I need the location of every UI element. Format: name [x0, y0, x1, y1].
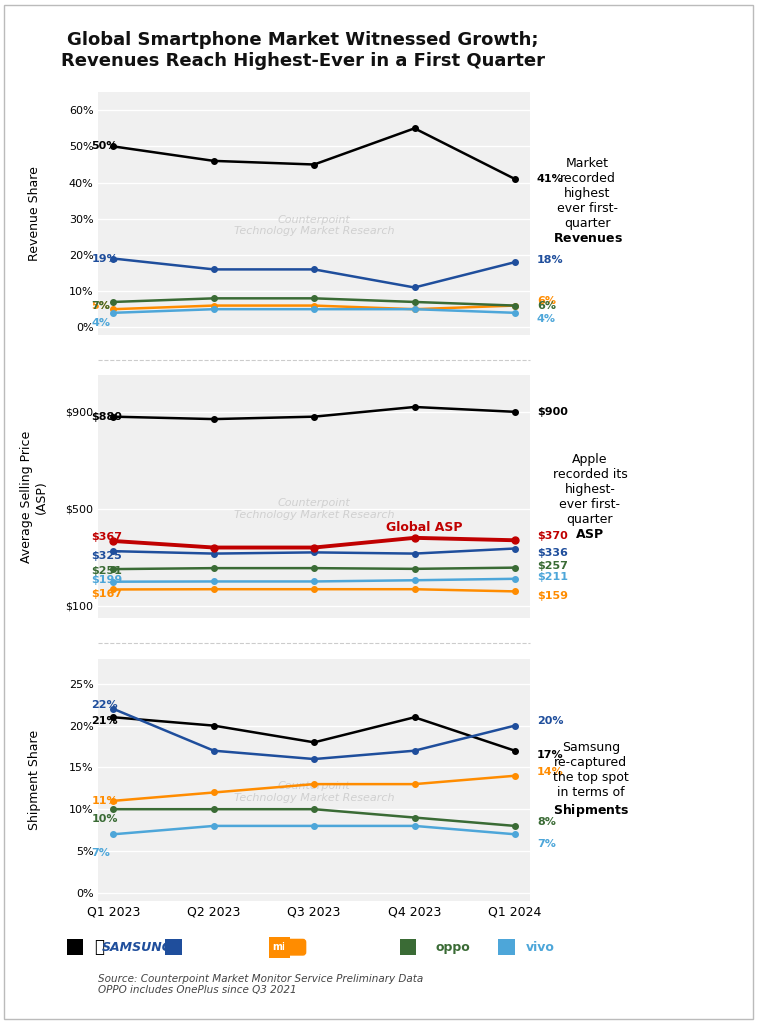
Text: $251: $251: [92, 566, 123, 577]
Text: SAMSUNG: SAMSUNG: [102, 941, 173, 953]
Text: : : [95, 938, 104, 956]
Text: 7%: 7%: [92, 301, 111, 311]
Text: Samsung
re-captured
the top spot
in terms of
$\bf{Shipments}$: Samsung re-captured the top spot in term…: [553, 741, 629, 818]
Text: $257: $257: [537, 561, 568, 570]
Text: $370: $370: [537, 530, 568, 541]
Text: vivo: vivo: [526, 941, 555, 953]
Text: 41%: 41%: [537, 174, 564, 184]
Text: $880: $880: [92, 412, 123, 422]
Text: Market
recorded
highest
ever first-
quarter
$\bf{Revenues}$: Market recorded highest ever first- quar…: [553, 158, 622, 245]
Text: 5%: 5%: [92, 301, 110, 311]
Text: 22%: 22%: [92, 699, 118, 710]
Text: Revenue Share: Revenue Share: [27, 166, 41, 261]
Text: $167: $167: [92, 589, 123, 599]
Circle shape: [269, 937, 290, 957]
Text: 4%: 4%: [537, 314, 556, 325]
Text: 8%: 8%: [537, 817, 556, 826]
Text: Average Selling Price
(ASP): Average Selling Price (ASP): [20, 430, 48, 563]
Text: Global ASP: Global ASP: [386, 521, 463, 535]
Text: Counterpoint
Technology Market Research: Counterpoint Technology Market Research: [234, 215, 394, 237]
Text: Global Smartphone Market Witnessed Growth;
Revenues Reach Highest-Ever in a Firs: Global Smartphone Market Witnessed Growt…: [61, 31, 545, 70]
Text: mi: mi: [288, 942, 303, 952]
Text: 14%: 14%: [537, 767, 564, 776]
Text: 7%: 7%: [537, 840, 556, 849]
Text: 17%: 17%: [537, 750, 563, 760]
Text: 6%: 6%: [537, 296, 556, 306]
Text: 4%: 4%: [92, 317, 111, 328]
Text: mi: mi: [273, 942, 286, 952]
Text: Counterpoint
Technology Market Research: Counterpoint Technology Market Research: [234, 781, 394, 803]
Text: 20%: 20%: [537, 717, 563, 726]
Text: Shipment Share: Shipment Share: [27, 730, 41, 830]
Text: 10%: 10%: [92, 814, 118, 824]
Text: oppo: oppo: [435, 941, 470, 953]
Text: 21%: 21%: [92, 717, 118, 726]
Text: $159: $159: [537, 591, 568, 601]
Text: 11%: 11%: [92, 796, 118, 806]
Text: $211: $211: [537, 571, 568, 582]
Text: $900: $900: [537, 407, 568, 417]
Text: 6%: 6%: [537, 301, 556, 311]
Text: 18%: 18%: [537, 255, 563, 265]
Text: Source: Counterpoint Market Monitor Service Preliminary Data
OPPO includes OnePl: Source: Counterpoint Market Monitor Serv…: [98, 974, 424, 995]
Text: $367: $367: [92, 531, 123, 542]
Text: $336: $336: [537, 548, 568, 558]
Text: 19%: 19%: [92, 254, 118, 263]
Text: 7%: 7%: [92, 848, 111, 858]
Text: 50%: 50%: [92, 141, 118, 152]
Text: Counterpoint
Technology Market Research: Counterpoint Technology Market Research: [234, 498, 394, 519]
Text: $199: $199: [92, 574, 123, 585]
Text: Apple
recorded its
highest-
ever first-
quarter
$\bf{ASP}$: Apple recorded its highest- ever first- …: [553, 453, 628, 541]
Text: $325: $325: [92, 551, 122, 561]
